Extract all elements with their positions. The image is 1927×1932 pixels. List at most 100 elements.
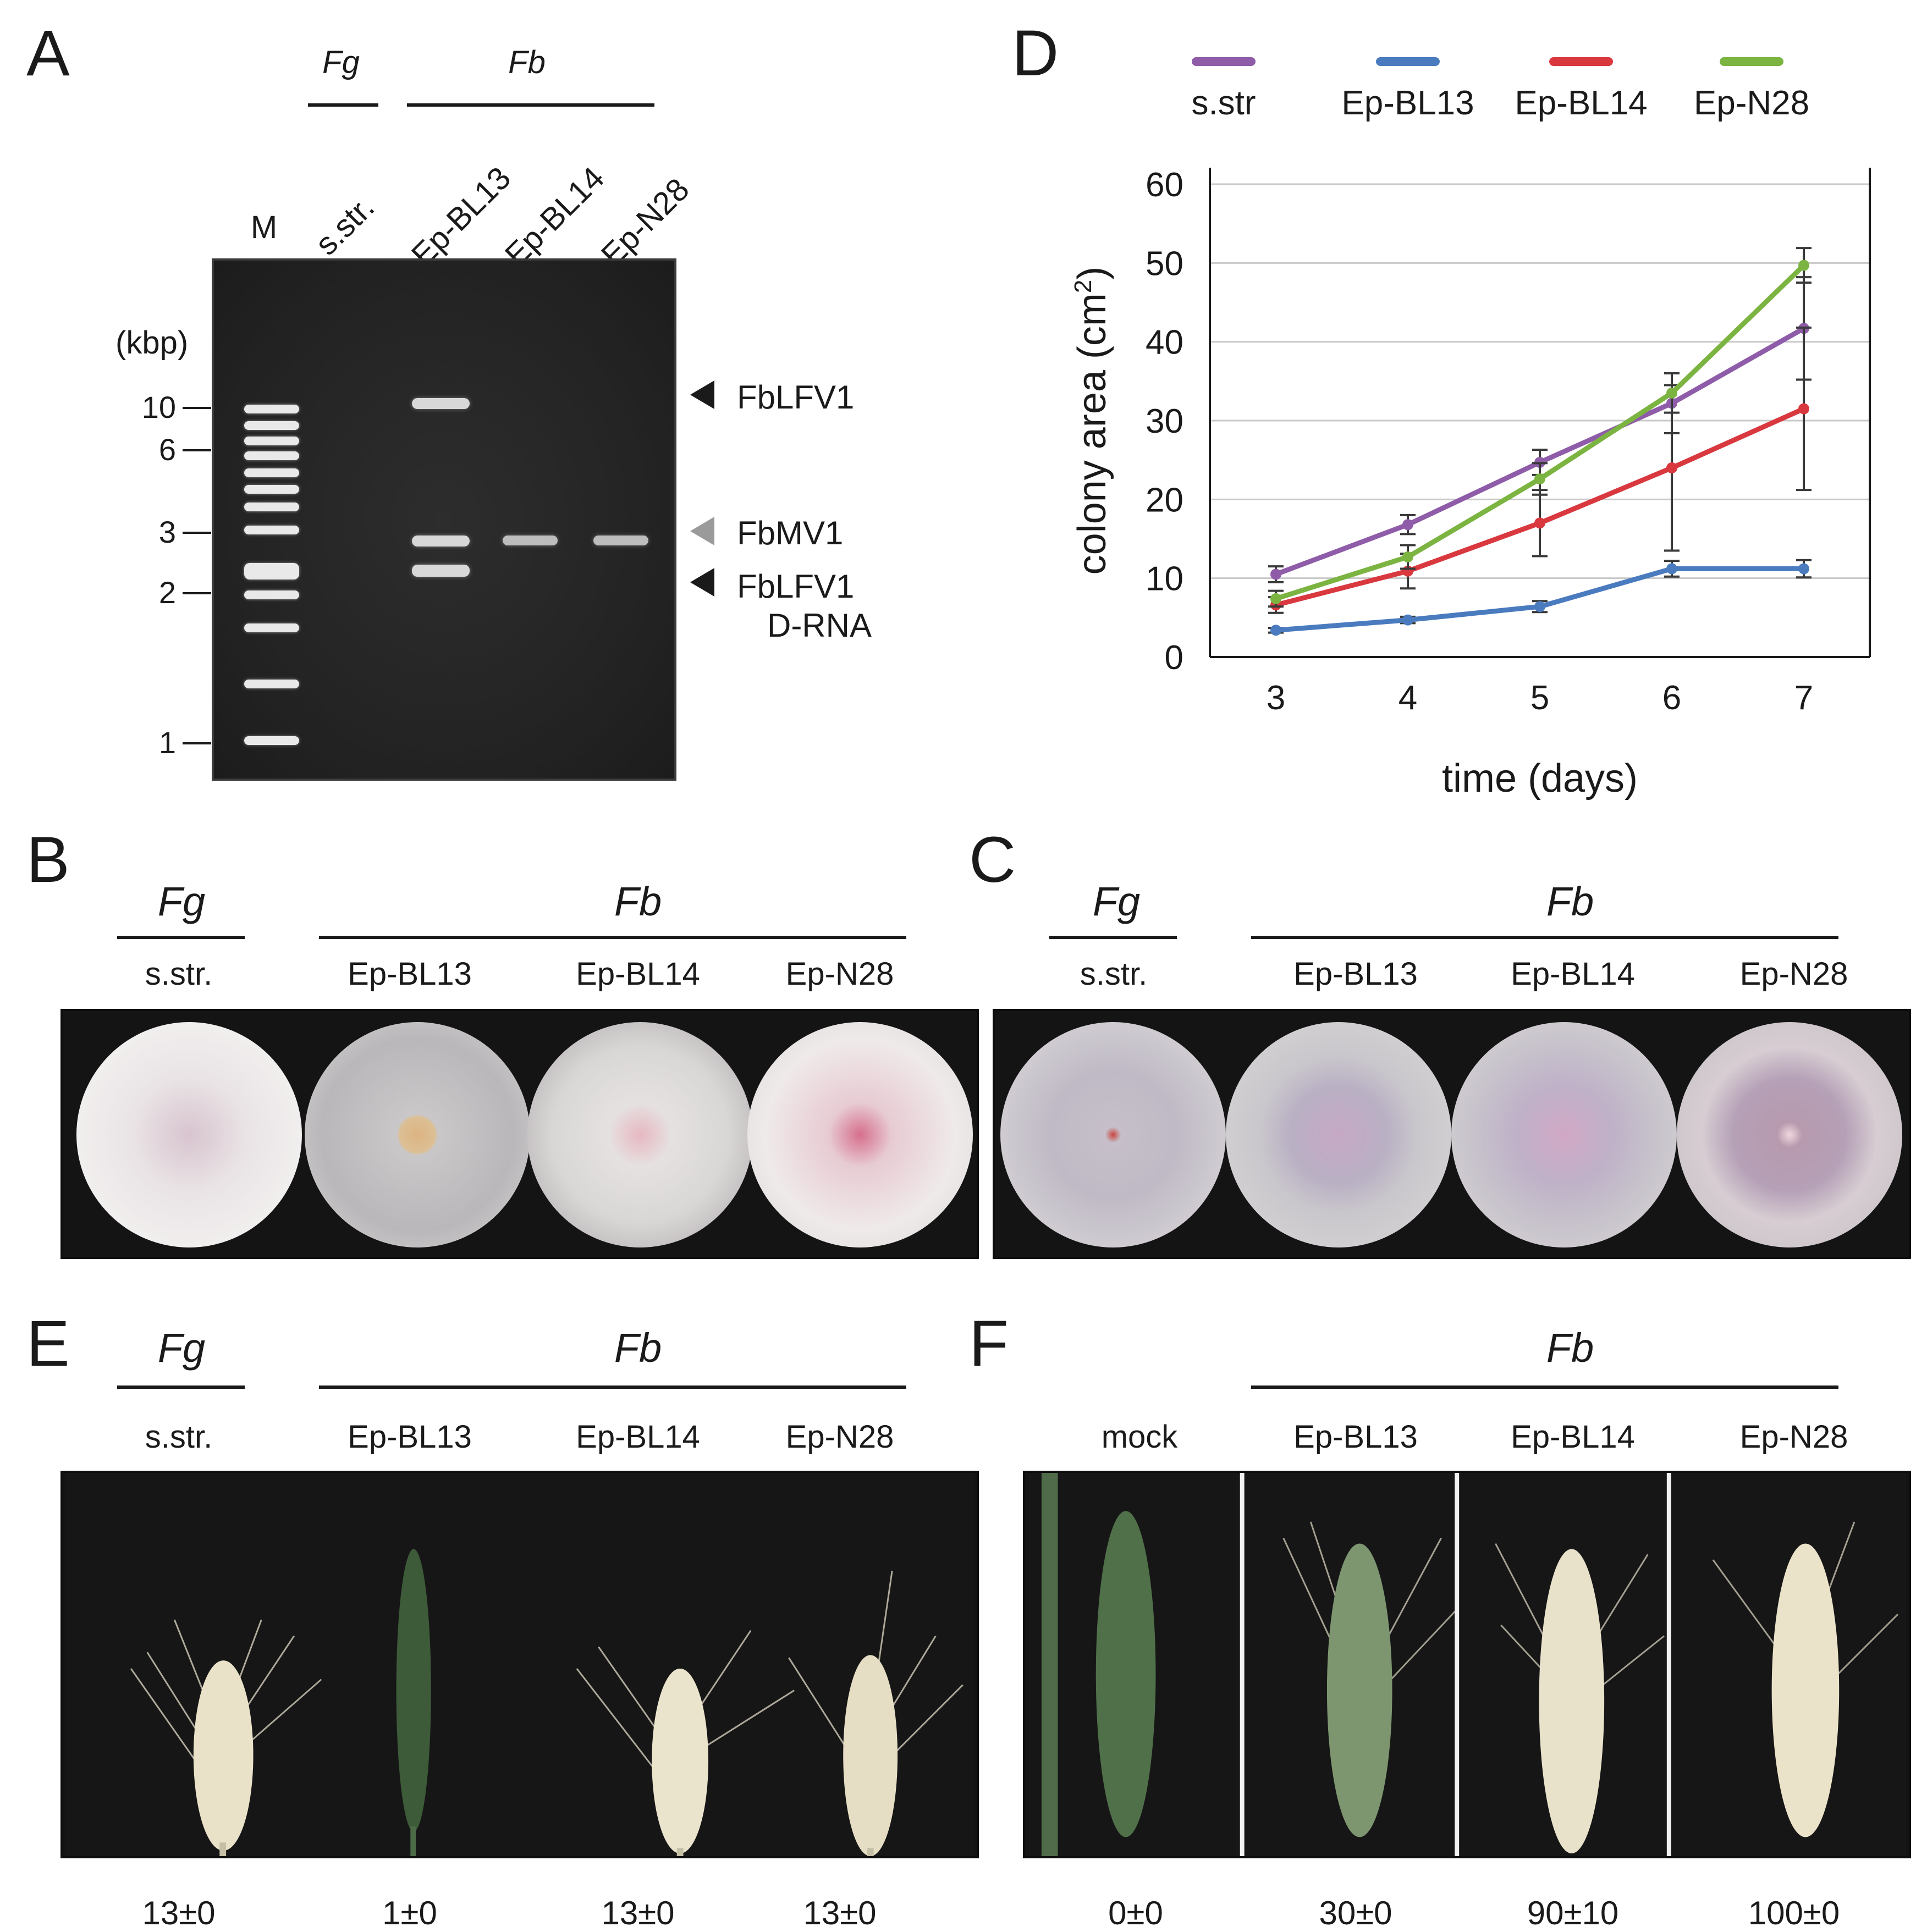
x-tick-label: 7: [1794, 679, 1813, 717]
strain-label: s.str.: [145, 1419, 213, 1455]
x-tick-label: 4: [1399, 679, 1417, 717]
band-mv-n28: [593, 536, 648, 545]
y-tick-label: 40: [1146, 324, 1183, 362]
legend-label: Ep-N28: [1694, 84, 1809, 122]
strain-label: Ep-N28: [1739, 956, 1848, 992]
data-point: [1666, 462, 1677, 473]
size-label: 2: [158, 575, 176, 610]
strain-label: Ep-N28: [1739, 1419, 1848, 1455]
ladder-band: [244, 623, 299, 632]
strain-label: Ep-N28: [785, 1419, 894, 1455]
data-point: [1402, 551, 1413, 562]
ladder-band: [244, 421, 299, 430]
disease-score: 13±0: [803, 1895, 877, 1931]
x-tick-label: 5: [1530, 679, 1549, 717]
size-tick: [183, 532, 211, 534]
band-mv-bl14: [503, 536, 558, 545]
data-point: [1402, 519, 1413, 531]
y-tick-label: 20: [1146, 481, 1183, 519]
group-label-fg: Fg: [322, 45, 360, 80]
strain-label: Ep-BL13: [348, 956, 472, 992]
group-label-fg: Fg: [1092, 879, 1141, 924]
gel-image: [212, 258, 676, 781]
data-point: [1534, 473, 1545, 485]
colony-photo-spa: [993, 1009, 1911, 1259]
strain-label: Ep-BL14: [576, 956, 700, 992]
band-drna-bl13: [412, 565, 470, 577]
data-point: [1270, 593, 1281, 604]
group-label-fb: Fb: [508, 45, 546, 80]
size-tick: [183, 592, 211, 594]
wheat-photo-e: [60, 1471, 979, 1858]
dish-bl14: [1451, 1022, 1677, 1247]
strain-label: Ep-BL14: [1511, 1419, 1635, 1455]
arrow-mv-icon: [690, 517, 714, 545]
legend-label: Ep-BL14: [1515, 84, 1647, 122]
y-tick-label: 0: [1165, 639, 1183, 677]
strain-label: s.str.: [1080, 956, 1148, 992]
dish-n28: [1677, 1022, 1902, 1247]
lane-label: Ep-BL14: [498, 160, 612, 273]
x-tick-label: 6: [1662, 679, 1681, 717]
strain-label: Ep-BL13: [1293, 956, 1418, 992]
dish-bl13: [1226, 1022, 1451, 1247]
size-label: 1: [158, 725, 176, 760]
dish-sstr: [1000, 1022, 1226, 1247]
legend-label: Ep-BL13: [1341, 84, 1474, 122]
lane-label: s.str.: [308, 189, 382, 262]
lane-label-marker: M: [250, 209, 278, 245]
band-label-drna: FbLFV1: [737, 568, 855, 605]
dish-bl13: [305, 1022, 530, 1247]
band-label-mv: FbMV1: [737, 515, 844, 551]
disease-score: 100±0: [1748, 1895, 1840, 1931]
legend-label: s.str: [1191, 84, 1256, 122]
data-point: [1534, 601, 1545, 612]
group-label-fb: Fb: [614, 879, 662, 924]
x-tick-label: 3: [1267, 679, 1285, 717]
y-axis-title: colony area (cm2): [1070, 267, 1114, 575]
panel-letter-b: B: [26, 824, 70, 896]
size-tick: [183, 407, 211, 409]
group-label-fb: Fb: [614, 1325, 662, 1371]
disease-score: 13±0: [142, 1895, 216, 1931]
ladder-band: [244, 405, 299, 413]
data-point: [1534, 517, 1545, 529]
size-tick: [183, 449, 211, 451]
strain-label: s.str.: [145, 956, 213, 992]
panel-letter-f: F: [969, 1307, 1009, 1380]
group-line-fg: [117, 936, 245, 939]
band-label-lfv: FbLFV1: [737, 379, 855, 416]
dish-sstr: [76, 1022, 302, 1247]
strain-label: mock: [1101, 1419, 1178, 1455]
ladder-band: [244, 503, 299, 511]
size-label: 3: [158, 515, 176, 549]
band-lfv-bl13: [412, 398, 470, 409]
ladder-band: [244, 485, 299, 494]
disease-score: 1±0: [382, 1895, 437, 1931]
group-label-fg: Fg: [157, 879, 206, 924]
data-point: [1798, 403, 1809, 415]
data-point: [1798, 563, 1809, 575]
strain-label: Ep-BL13: [1293, 1419, 1418, 1455]
strain-label: Ep-BL14: [576, 1419, 700, 1455]
group-line-fb: [319, 936, 906, 939]
strain-label: Ep-BL13: [348, 1419, 472, 1455]
strain-label: Ep-N28: [785, 956, 894, 992]
disease-score: 13±0: [601, 1895, 675, 1931]
y-tick-label: 60: [1146, 166, 1183, 204]
ladder-band: [244, 590, 299, 599]
disease-score: 0±0: [1108, 1895, 1163, 1931]
size-tick: [183, 742, 211, 744]
band-label-drna-2: D-RNA: [767, 607, 872, 644]
group-label-fb: Fb: [1546, 1325, 1594, 1371]
colony-photo-pda: [60, 1009, 979, 1259]
dish-n28: [747, 1022, 973, 1247]
panel-letter-a: A: [26, 17, 70, 90]
data-point: [1666, 563, 1677, 575]
data-point: [1402, 614, 1413, 626]
strain-label: Ep-BL14: [1511, 956, 1635, 992]
size-label: 10: [141, 390, 176, 424]
panel-letter-d: D: [1012, 17, 1059, 90]
disease-score: 90±10: [1527, 1895, 1619, 1931]
band-mv-bl13: [412, 536, 470, 547]
